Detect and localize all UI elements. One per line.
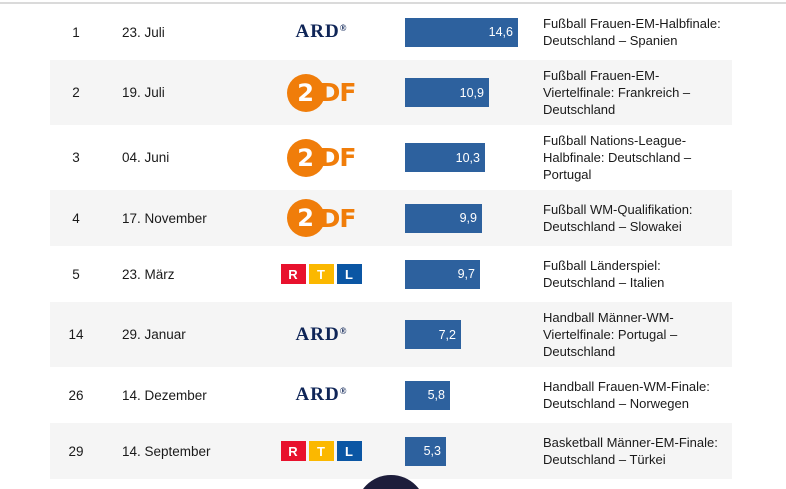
table-row: 26 14. Dezember ARD® 5,8 Handball Frauen-WM-… (50, 367, 732, 423)
channel-cell: ARD® (247, 384, 395, 406)
rank-cell: 14 (68, 327, 84, 342)
date-cell: 14. September (122, 443, 211, 459)
rank-cell: 4 (72, 210, 80, 226)
rtl-logo-block: T (308, 441, 334, 461)
registered-mark-icon: ® (339, 325, 347, 336)
bar-cell: 10,3 (395, 143, 533, 172)
table-row: 3 04. Juni 2 DF 10,3 Fußball Nations-League-H… (50, 125, 732, 190)
ard-logo-text: ARD (295, 384, 340, 405)
viewers-bar: 9,9 (405, 203, 482, 233)
rank-cell: 1 (72, 24, 80, 40)
date-cell: 29. Januar (122, 327, 186, 342)
event-cell: Handball Frauen-WM-Finale: Deutschland –… (543, 379, 710, 411)
date-cell: 23. Juli (122, 24, 165, 40)
rtl-logo-block: L (336, 441, 362, 461)
event-cell: Fußball Frauen-EM-Halbfinale: Deutschlan… (543, 16, 721, 48)
table-row: 14 29. Januar ARD® 7,2 Handball Männer-WM-Vi… (50, 302, 732, 367)
event-cell: Fußball Frauen-EM-Viertelfinale: Frankre… (543, 68, 691, 117)
date-cell: 04. Juni (122, 150, 170, 165)
event-cell: Basketball Männer-EM-Finale: Deutschland… (543, 435, 718, 467)
ard-logo: ARD® (296, 384, 347, 406)
viewers-bar: 10,3 (405, 143, 485, 172)
viewers-value: 9,9 (459, 211, 477, 225)
table-row: 1 23. Juli ARD® 14,6 Fußball Frauen-EM-Halbf… (50, 4, 732, 60)
channel-cell: ARD® (247, 21, 395, 43)
viewers-bar: 14,6 (405, 17, 518, 47)
date-cell: 19. Juli (122, 85, 165, 100)
rank-cell: 2 (72, 85, 80, 100)
viewers-bar: 5,8 (405, 380, 450, 410)
rank-cell: 5 (72, 266, 80, 282)
bar-cell: 9,9 (395, 203, 533, 233)
zdf-logo-text: DF (319, 78, 357, 107)
event-cell: Fußball Länderspiel: Deutschland – Itali… (543, 258, 665, 290)
ranking-table: 1 23. Juli ARD® 14,6 Fußball Frauen-EM-Halbf… (50, 4, 732, 479)
rank-cell: 29 (68, 443, 84, 459)
channel-cell: 2 DF (247, 73, 395, 112)
rank-cell: 26 (68, 387, 84, 403)
zdf-circle-icon: 2 (286, 73, 325, 112)
event-cell: Fußball Nations-League-Halbfinale: Deuts… (543, 133, 692, 182)
viewers-value: 7,2 (438, 327, 456, 342)
event-cell: Handball Männer-WM-Viertelfinale: Portug… (543, 310, 678, 359)
rtl-logo-block: T (308, 264, 334, 284)
table-row: 2 19. Juli 2 DF 10,9 Fußball Frauen-EM-Vierte… (50, 60, 732, 125)
channel-cell: 2 DF (247, 199, 395, 237)
registered-mark-icon: ® (339, 23, 347, 33)
rank-cell: 3 (72, 150, 80, 165)
ard-logo-text: ARD (295, 323, 340, 345)
bar-cell: 5,3 (395, 436, 533, 466)
zdf-circle-icon: 2 (286, 138, 325, 177)
rtl-logo-block: L (336, 264, 362, 284)
viewers-bar: 7,2 (405, 320, 461, 349)
viewers-value: 9,7 (457, 267, 475, 281)
channel-cell: 2 DF (247, 138, 395, 177)
date-cell: 23. März (122, 266, 175, 282)
table-row: 29 14. September R T L 5,3 Basketball Männer-E… (50, 423, 732, 479)
viewers-value: 5,8 (427, 388, 445, 402)
top-border-line (0, 2, 786, 4)
zdf-logo: 2 DF (286, 138, 357, 177)
viewers-bar: 10,9 (405, 78, 489, 107)
viewers-value: 14,6 (488, 25, 513, 39)
table-row: 5 23. März R T L 9,7 Fußball Länderspiel: Deut… (50, 246, 732, 302)
bar-cell: 14,6 (395, 17, 533, 47)
event-cell: Fußball WM-Qualifikation: Deutschland – … (543, 202, 693, 234)
ard-logo: ARD® (296, 21, 347, 43)
channel-cell: ARD® (247, 324, 395, 346)
rtl-logo-block: R (280, 264, 306, 284)
zdf-logo-text: DF (319, 203, 357, 233)
zdf-logo: 2 DF (286, 199, 357, 237)
rtl-logo-block: R (280, 441, 306, 461)
zdf-logo-text: DF (319, 143, 357, 172)
bar-cell: 10,9 (395, 78, 533, 107)
zdf-circle-icon: 2 (286, 199, 325, 237)
bar-cell: 7,2 (395, 320, 533, 349)
table-row: 4 17. November 2 DF 9,9 Fußball WM-Qualifikat… (50, 190, 732, 246)
viewers-value: 5,3 (423, 444, 441, 458)
viewers-value: 10,3 (455, 150, 480, 165)
bar-cell: 5,8 (395, 380, 533, 410)
date-cell: 14. Dezember (122, 387, 207, 403)
ard-logo-text: ARD (295, 21, 340, 42)
viewers-bar: 5,3 (405, 436, 446, 466)
zdf-logo: 2 DF (286, 73, 357, 112)
bar-cell: 9,7 (395, 259, 533, 289)
viewers-bar: 9,7 (405, 259, 480, 289)
viewers-value: 10,9 (459, 85, 484, 100)
registered-mark-icon: ® (339, 386, 347, 396)
date-cell: 17. November (122, 210, 207, 226)
ard-logo: ARD® (296, 324, 347, 346)
